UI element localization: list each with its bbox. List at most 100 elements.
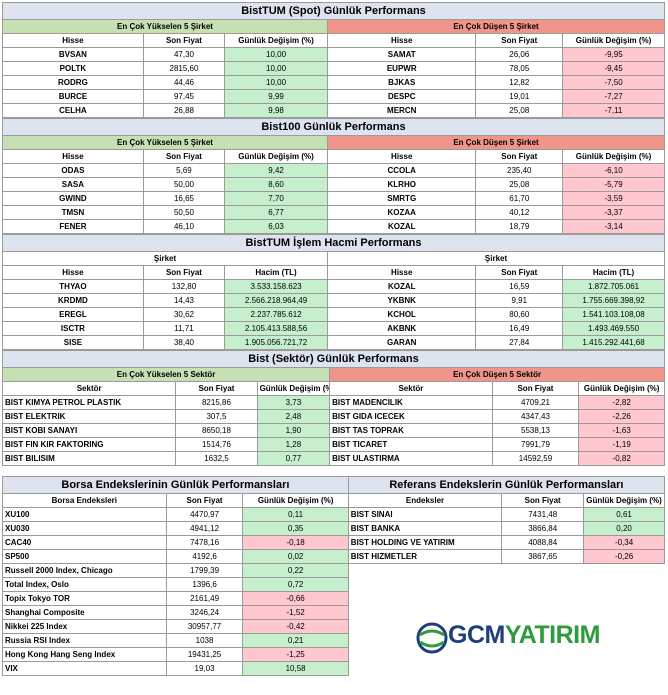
row-value: 9,98 [224,103,329,118]
row-value: 6,77 [224,205,329,220]
indices-title: Borsa Endekslerinin Günlük Performanslar… [2,476,349,494]
row-name: BURCE [2,89,144,104]
row-price: 50,00 [142,177,226,192]
column-header: Son Fiyat [475,33,564,48]
row-price: 18,79 [475,219,564,234]
volume-performance-table: BistTUM İşlem Hacmi Performans Şirket Şi… [1,234,665,350]
row-value: 1.872.705.061 [562,279,665,294]
index-name: VIX [2,661,167,676]
row-price: 5,69 [142,163,226,178]
column-header: Hacim (TL) [562,265,665,280]
index-name: Total Index, Oslo [2,577,167,592]
index-change: 0,02 [242,549,349,564]
row-value: 6,03 [224,219,329,234]
column-header: Günlük Değişim (%) [562,149,665,164]
table-row: SISE 38,40 1.905.056.721,72 GARAN 27,84 1.415… [2,335,665,350]
row-value: -2,82 [578,395,665,410]
down-header: En Çok Düşen 5 Sektör [329,367,665,382]
row-price: 2815,60 [142,61,226,76]
index-change: 0,35 [242,521,349,536]
row-name: BIST KOBI SANAYI [1,423,177,438]
row-value: 1.493.469.550 [562,321,665,336]
index-name: Hong Kong Hang Seng Index [2,647,167,662]
column-header: Son Fiyat [142,33,226,48]
row-price: 30,62 [142,307,226,322]
row-value: -7,50 [562,75,665,90]
row-value: 7,70 [224,191,329,206]
index-change: 0,11 [242,507,349,522]
column-header: Günlük Değişim (%) [224,33,329,48]
row-name: CELHA [2,103,144,118]
column-header: Endeksler [347,493,503,508]
row-value: 8,60 [224,177,329,192]
row-value: 2.105.413.588,56 [224,321,329,336]
row-name: BIST GIDA ICECEK [329,409,493,424]
row-value: -3,14 [562,219,665,234]
table-row: BIST ELEKTRIK 307,5 2,48 BIST GIDA ICECEK 43… [1,409,665,424]
reference-change: 0,20 [583,521,665,536]
row-value: 2.566.218.964,49 [224,293,329,308]
row-name: POLTK [2,61,144,76]
column-header: Son Fiyat [501,493,585,508]
row-value: 1.415.292.441,68 [562,335,665,350]
row-name: BIST FIN KIR FAKTORING [1,437,177,452]
row-price: 80,60 [475,307,564,322]
row-value: 10,00 [224,61,329,76]
index-change: -0,18 [242,535,349,550]
empty-cell [348,592,664,606]
row-name: KOZAL [327,279,477,294]
index-change: 0,22 [242,563,349,578]
table-row: BURCE 97,45 9,99 DESPC 19,01 -7,27 [2,89,665,104]
row-price: 16,65 [142,191,226,206]
table-row: XU100 4470,97 0,11 BIST SINAI 7431,48 0,61 [2,507,665,522]
row-name: KOZAA [327,205,477,220]
index-price: 19,03 [165,661,244,676]
row-name: CCOLA [327,163,477,178]
row-value: -3,37 [562,205,665,220]
index-name: XU100 [2,507,167,522]
table-row: BIST BILISIM 1632,5 0,77 BIST ULASTIRMA 1459… [1,451,665,466]
row-name: KRDMD [2,293,144,308]
reference-name: BIST HIZMETLER [347,549,503,564]
row-price: 4347,43 [491,409,580,424]
column-header: Son Fiyat [142,149,226,164]
table-row: CELHA 26,88 9,98 MERCN 25,08 -7,11 [2,103,665,118]
up-header: En Çok Yükselen 5 Şirket [1,19,329,34]
row-name: BVSAN [2,47,144,62]
row-name: YKBNK [327,293,477,308]
column-header: Son Fiyat [491,381,580,396]
bist100-performance-table: Bist100 Günlük Performans En Çok Yüksele… [1,118,665,234]
row-name: KOZAL [327,219,477,234]
table-row: XU030 4941,12 0,35 BIST BANKA 3866,84 0,20 [2,521,665,536]
table-row: RODRG 44,46 10,00 BJKAS 12,82 -7,50 [2,75,665,90]
empty-cell [348,564,664,578]
row-name: TMSN [2,205,144,220]
index-name: CAC40 [2,535,167,550]
table-row: Total Index, Oslo 1396,6 0,72 [2,577,665,592]
row-value: -9,45 [562,61,665,76]
row-price: 97,45 [142,89,226,104]
globe-icon [416,622,448,654]
table-row: POLTK 2815,60 10,00 EUPWR 78,05 -9,45 [2,61,665,76]
row-name: EUPWR [327,61,477,76]
up-header: En Çok Yükselen 5 Şirket [1,135,329,150]
row-name: AKBNK [327,321,477,336]
section-title: BistTUM İşlem Hacmi Performans [2,234,665,252]
row-price: 40,12 [475,205,564,220]
table-row: BIST KIMYA PETROL PLASTIK 8215,86 3,73 BIST… [1,395,665,410]
column-header: Hisse [2,265,144,280]
logo-gcm-text: GCM [448,621,505,649]
right-header: Şirket [327,251,665,266]
index-name: SP500 [2,549,167,564]
row-value: -3,59 [562,191,665,206]
row-price: 61,70 [475,191,564,206]
row-value: 2.237.785.612 [224,307,329,322]
row-value: -5,79 [562,177,665,192]
row-price: 1514,76 [175,437,258,452]
index-change: 0,72 [242,577,349,592]
column-header: Borsa Endeksleri [2,493,167,508]
row-name: EREGL [2,307,144,322]
column-header: Günlük Değişim (%) [578,381,665,396]
row-value: 9,99 [224,89,329,104]
row-name: THYAO [2,279,144,294]
